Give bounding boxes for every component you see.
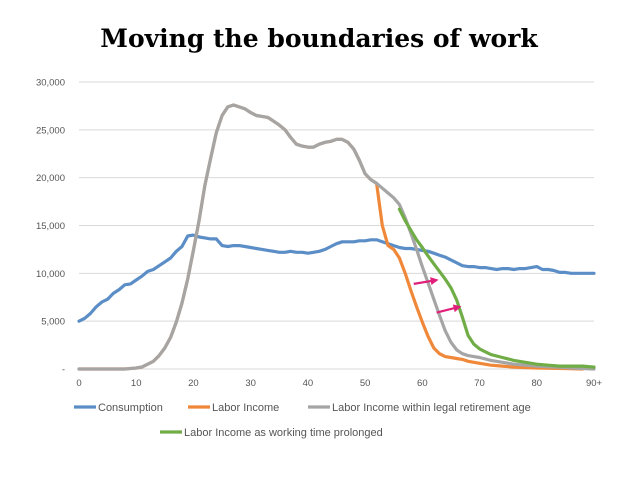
x-tick-label: 0 <box>76 378 81 389</box>
y-tick-label: - <box>62 365 65 376</box>
series-line-2 <box>77 103 585 371</box>
legend-label: Labor Income <box>212 402 279 414</box>
annotations <box>413 277 462 314</box>
x-tick-label: 80 <box>531 378 542 389</box>
x-tick-label: 70 <box>474 378 485 389</box>
legend-label: Labor Income as working time prolonged <box>184 427 383 439</box>
x-tick-label: 50 <box>360 378 371 389</box>
legend-label: Labor Income within legal retirement age <box>332 402 531 414</box>
y-tick-label: 20,000 <box>36 173 65 184</box>
x-axis-tick-labels: 0 10 20 30 40 50 60 70 80 90+ <box>76 378 602 389</box>
y-tick-label: 15,000 <box>36 221 65 232</box>
x-tick-label: 10 <box>131 378 142 389</box>
y-axis-tick-labels: - 5,000 10,000 15,000 20,000 25,000 30,000 <box>36 78 65 376</box>
annotation-arrow <box>413 277 439 285</box>
y-tick-label: 10,000 <box>36 269 65 280</box>
y-tick-label: 30,000 <box>36 78 65 89</box>
y-tick-label: 25,000 <box>36 125 65 136</box>
series-lines <box>77 103 596 371</box>
chart-title: Moving the boundaries of work <box>100 24 538 53</box>
x-tick-label: 60 <box>417 378 428 389</box>
series-line-1 <box>77 233 596 323</box>
legend: Consumption Labor Income Labor Income with… <box>74 402 531 439</box>
annotation-arrow <box>436 304 462 314</box>
legend-label: Consumption <box>98 402 163 414</box>
gridlines <box>79 81 594 370</box>
x-tick-label: 20 <box>188 378 199 389</box>
y-tick-label: 5,000 <box>41 317 65 328</box>
x-tick-label: 30 <box>245 378 256 389</box>
x-tick-label: 40 <box>303 378 314 389</box>
x-tick-label: 90+ <box>586 378 603 389</box>
series-line-3 <box>77 103 596 371</box>
series-line-4 <box>397 207 596 369</box>
